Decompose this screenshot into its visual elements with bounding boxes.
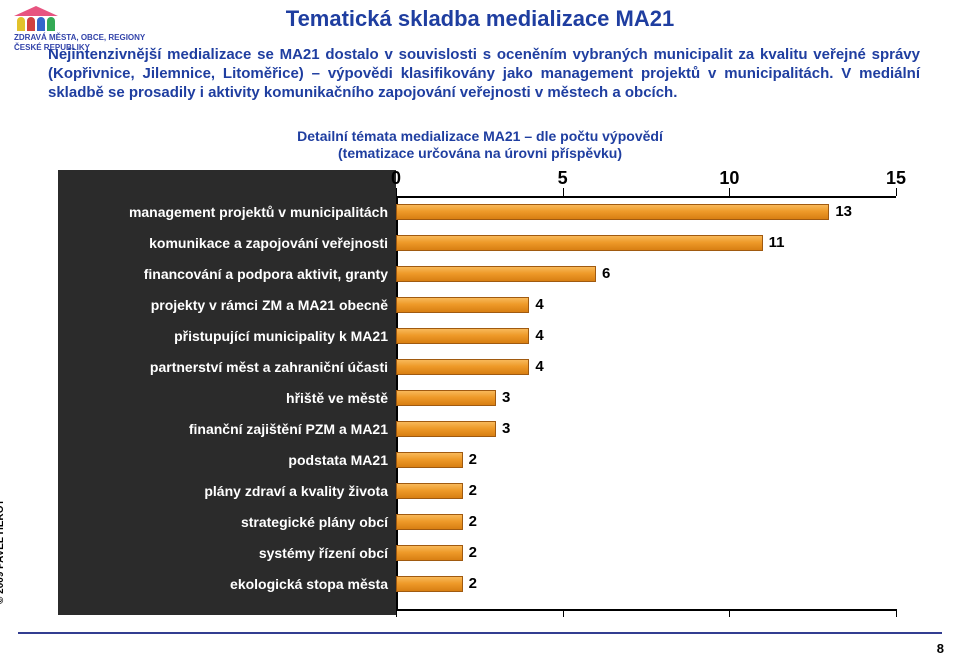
category-label: financování a podpora aktivit, granty — [58, 266, 388, 282]
category-label: ekologická stopa města — [58, 576, 388, 592]
bar — [396, 328, 529, 344]
bar — [396, 545, 463, 561]
tick-top — [729, 188, 730, 196]
tick-label: 15 — [886, 168, 906, 189]
category-label: komunikace a zapojování veřejnosti — [58, 235, 388, 251]
bar — [396, 514, 463, 530]
logo-text-1: ZDRAVÁ MĚSTA, OBCE, REGIONY — [14, 34, 145, 42]
category-label: plány zdraví a kvality života — [58, 483, 388, 499]
page-title: Tematická skladba medializace MA21 — [0, 6, 960, 32]
bar-value: 4 — [535, 296, 543, 313]
bar-value: 4 — [535, 327, 543, 344]
bar-value: 3 — [502, 389, 510, 406]
bar-value: 6 — [602, 265, 610, 282]
copyright: © 2009 PAVEL HEROT — [0, 499, 6, 604]
footer-line — [18, 632, 942, 634]
bar — [396, 483, 463, 499]
subtitle-line1: Detailní témata medializace MA21 – dle p… — [0, 128, 960, 145]
category-label: přistupující municipality k MA21 — [58, 328, 388, 344]
tick-bottom — [563, 609, 564, 617]
category-label: systémy řízení obcí — [58, 545, 388, 561]
category-label: strategické plány obcí — [58, 514, 388, 530]
category-label: partnerství měst a zahraniční účasti — [58, 359, 388, 375]
bar-value: 2 — [469, 544, 477, 561]
tick-label: 10 — [719, 168, 739, 189]
tick-top — [563, 188, 564, 196]
tick-label: 0 — [391, 168, 401, 189]
category-label: finanční zajištění PZM a MA21 — [58, 421, 388, 437]
page-number: 8 — [937, 641, 944, 656]
bar — [396, 390, 496, 406]
chart-subtitle: Detailní témata medializace MA21 – dle p… — [0, 128, 960, 162]
subtitle-line2: (tematizace určována na úrovni příspěvku… — [0, 145, 960, 162]
bar — [396, 421, 496, 437]
bar — [396, 576, 463, 592]
bar — [396, 297, 529, 313]
bar — [396, 452, 463, 468]
tick-bottom — [896, 609, 897, 617]
axis-bottom — [396, 609, 896, 611]
bar-value: 11 — [769, 234, 785, 251]
bar-value: 2 — [469, 513, 477, 530]
bar — [396, 204, 829, 220]
category-label: podstata MA21 — [58, 452, 388, 468]
bar-value: 2 — [469, 575, 477, 592]
category-label: projekty v rámci ZM a MA21 obecně — [58, 297, 388, 313]
tick-bottom — [396, 609, 397, 617]
bar-value: 2 — [469, 482, 477, 499]
bar — [396, 235, 763, 251]
tick-label: 5 — [558, 168, 568, 189]
bar-value: 13 — [835, 203, 852, 220]
category-label: hřiště ve městě — [58, 390, 388, 406]
tick-bottom — [729, 609, 730, 617]
bar-value: 4 — [535, 358, 543, 375]
tick-top — [896, 188, 897, 196]
bar — [396, 359, 529, 375]
category-label: management projektů v municipalitách — [58, 204, 388, 220]
axis-top — [396, 196, 896, 198]
bar-value: 2 — [469, 451, 477, 468]
bar — [396, 266, 596, 282]
ma21-bar-chart: 0 5 10 15 management projektů v municipalitá… — [58, 170, 908, 620]
intro-paragraph: Nejintenzivnější medializace se MA21 dos… — [48, 46, 920, 102]
bar-value: 3 — [502, 420, 510, 437]
tick-top — [396, 188, 397, 196]
